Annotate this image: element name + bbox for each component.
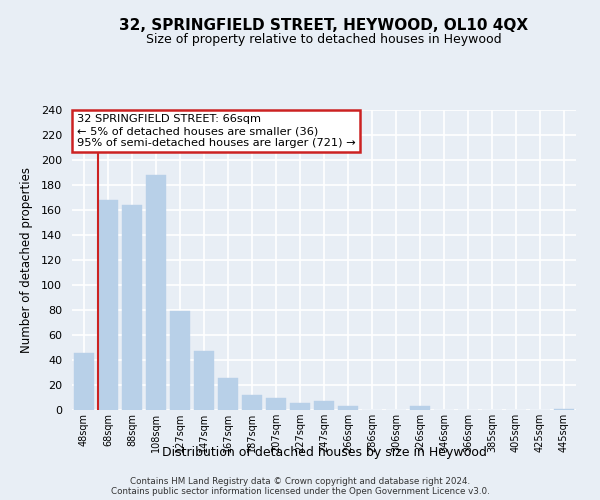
- Bar: [554, 409, 574, 410]
- Text: Distribution of detached houses by size in Heywood: Distribution of detached houses by size …: [161, 446, 487, 459]
- Bar: [74, 352, 94, 410]
- Text: Contains HM Land Registry data © Crown copyright and database right 2024.: Contains HM Land Registry data © Crown c…: [130, 476, 470, 486]
- Bar: [338, 406, 358, 410]
- Bar: [290, 402, 310, 410]
- Bar: [242, 395, 262, 410]
- Bar: [98, 200, 118, 410]
- Bar: [194, 351, 214, 410]
- Bar: [410, 406, 430, 410]
- Text: 32, SPRINGFIELD STREET, HEYWOOD, OL10 4QX: 32, SPRINGFIELD STREET, HEYWOOD, OL10 4Q…: [119, 18, 529, 32]
- Text: 32 SPRINGFIELD STREET: 66sqm
← 5% of detached houses are smaller (36)
95% of sem: 32 SPRINGFIELD STREET: 66sqm ← 5% of det…: [77, 114, 356, 148]
- Text: Size of property relative to detached houses in Heywood: Size of property relative to detached ho…: [146, 32, 502, 46]
- Bar: [170, 311, 190, 410]
- Bar: [146, 175, 166, 410]
- Bar: [122, 205, 142, 410]
- Bar: [266, 398, 286, 410]
- Bar: [218, 378, 238, 410]
- Text: Contains public sector information licensed under the Open Government Licence v3: Contains public sector information licen…: [110, 486, 490, 496]
- Bar: [314, 401, 334, 410]
- Y-axis label: Number of detached properties: Number of detached properties: [20, 167, 32, 353]
